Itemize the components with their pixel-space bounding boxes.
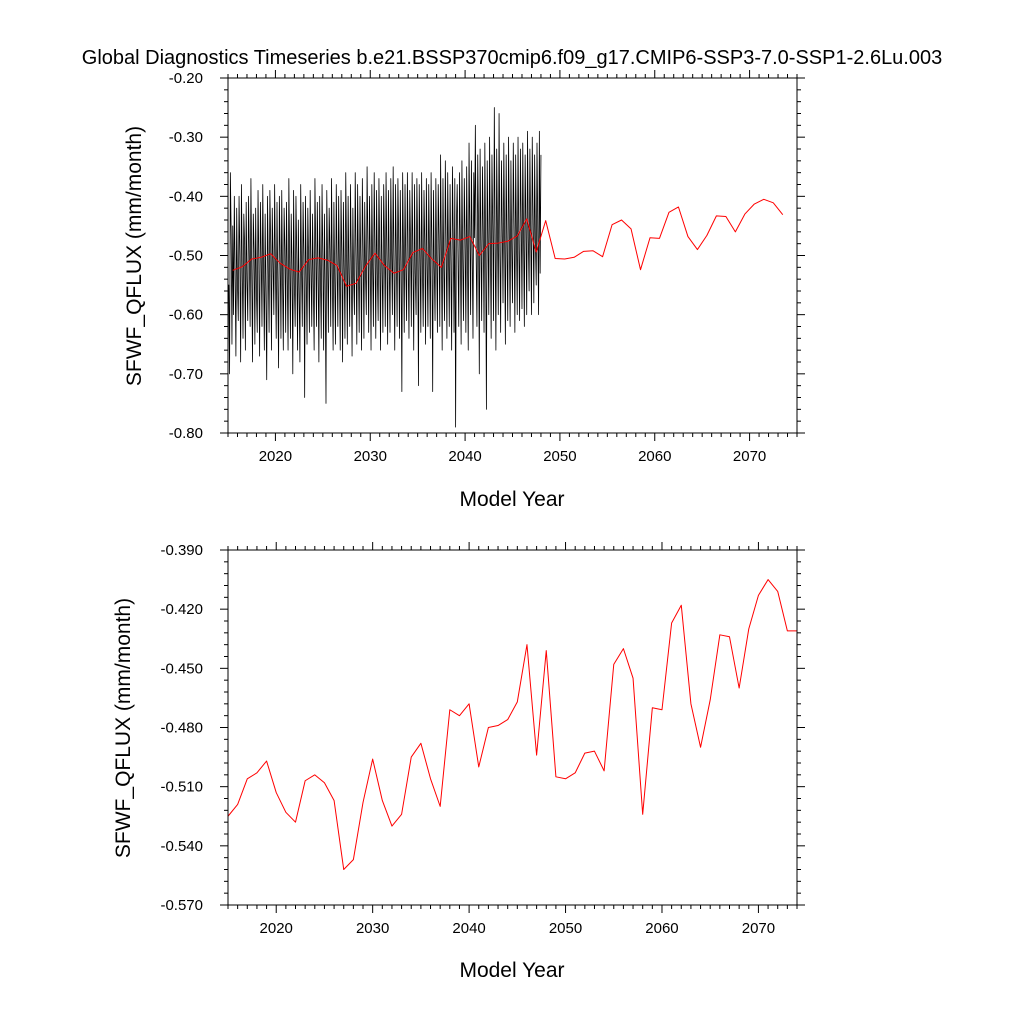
bottom-y-tick-label: -0.480 xyxy=(160,720,203,737)
top-y-tick-label: -0.30 xyxy=(169,129,203,146)
top-x-axis-label: Model Year xyxy=(459,488,564,511)
top-series-monthly-line xyxy=(227,107,542,428)
top-x-tick-label: 2040 xyxy=(448,448,481,465)
top-y-tick-label: -0.80 xyxy=(169,425,203,442)
bottom-x-tick-label: 2040 xyxy=(452,920,485,937)
top-panel: Model Year SFWF_QFLUX (mm/month) 2020 203… xyxy=(123,70,805,511)
bottom-y-tick-label: -0.450 xyxy=(160,660,203,677)
figure-title: Global Diagnostics Timeseries b.e21.BSSP… xyxy=(82,47,942,69)
bottom-y-tick-label: -0.570 xyxy=(160,897,203,914)
top-x-tick-label: 2050 xyxy=(543,448,576,465)
bottom-panel: Model Year SFWF_QFLUX (mm/month) 2020 203… xyxy=(112,542,805,982)
bottom-x-tick-label: 2070 xyxy=(742,920,775,937)
top-x-tick-label: 2060 xyxy=(638,448,671,465)
bottom-x-axis-label: Model Year xyxy=(459,959,564,982)
top-y-tick-label: -0.20 xyxy=(169,70,203,87)
bottom-y-tick-label: -0.540 xyxy=(160,838,203,855)
bottom-y-axis-label: SFWF_QFLUX (mm/month) xyxy=(112,598,135,858)
top-y-tick-label: -0.40 xyxy=(169,188,203,205)
bottom-y-tick-label: -0.510 xyxy=(160,779,203,796)
top-y-tick-label: -0.70 xyxy=(169,366,203,383)
top-y-tick-label: -0.60 xyxy=(169,307,203,324)
bottom-y-tick-label: -0.420 xyxy=(160,601,203,618)
bottom-y-tick-label: -0.390 xyxy=(160,542,203,559)
bottom-x-tick-label: 2030 xyxy=(356,920,389,937)
top-x-tick-label: 2070 xyxy=(733,448,766,465)
top-series-annual-line xyxy=(232,198,784,287)
bottom-plot-frame xyxy=(227,549,798,906)
bottom-series-annual-line xyxy=(227,579,797,870)
bottom-x-tick-label: 2020 xyxy=(260,920,293,937)
top-x-tick-label: 2020 xyxy=(259,448,292,465)
top-y-axis-label: SFWF_QFLUX (mm/month) xyxy=(123,126,146,386)
top-y-tick-label: -0.50 xyxy=(169,248,203,265)
bottom-x-tick-label: 2050 xyxy=(549,920,582,937)
top-x-tick-label: 2030 xyxy=(354,448,387,465)
bottom-x-tick-label: 2060 xyxy=(645,920,678,937)
